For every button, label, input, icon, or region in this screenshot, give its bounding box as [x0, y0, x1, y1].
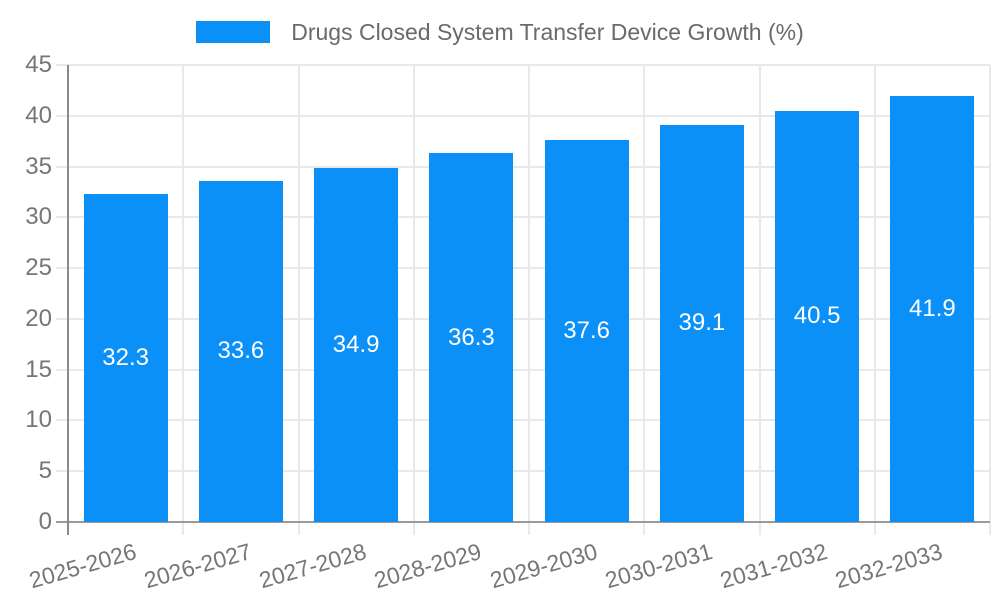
x-tick-label: 2030-2031 [602, 538, 716, 594]
x-axis-baseline [56, 521, 990, 523]
x-tick-label: 2026-2027 [141, 538, 255, 594]
y-tick-label: 25 [25, 254, 52, 282]
y-tick-label: 40 [25, 101, 52, 129]
bar-value-label: 34.9 [332, 330, 380, 358]
y-tick-label: 30 [25, 203, 52, 231]
h-gridline [56, 165, 990, 168]
x-tick-label: 2032-2033 [832, 538, 946, 594]
legend-swatch [196, 21, 271, 43]
x-tick-label: 2027-2028 [256, 538, 370, 594]
bar-value-label: 32.3 [102, 343, 149, 371]
v-gridline [297, 65, 300, 535]
bar-value-label: 40.5 [793, 302, 841, 330]
h-gridline [56, 216, 990, 219]
x-tick-label: 2029-2030 [486, 538, 600, 594]
y-tick-label: 0 [38, 508, 52, 535]
bar-value-label: 36.3 [448, 323, 495, 351]
h-gridline [56, 64, 990, 66]
v-gridline [643, 65, 646, 535]
v-gridline [528, 65, 530, 535]
y-tick-label: 15 [25, 355, 52, 383]
v-gridline [758, 65, 761, 535]
bar-value-label: 37.6 [563, 317, 610, 345]
bar [83, 193, 168, 522]
bar-value-label: 33.6 [217, 337, 265, 365]
h-gridline [56, 368, 990, 371]
v-gridline [412, 65, 415, 535]
bar [890, 96, 975, 522]
legend: Drugs Closed System Transfer Device Grow… [0, 15, 1000, 49]
v-gridline [989, 65, 991, 535]
bar [775, 110, 860, 522]
h-gridline [56, 419, 990, 422]
h-gridline [56, 317, 990, 320]
y-tick-label: 20 [25, 304, 52, 332]
v-gridline [182, 65, 185, 535]
x-tick-label: 2028-2029 [371, 538, 485, 594]
h-gridline [56, 114, 990, 117]
y-tick-label: 5 [38, 457, 52, 485]
bar-value-label: 41.9 [909, 295, 956, 323]
bar-value-label: 39.1 [678, 309, 726, 337]
bar [544, 140, 629, 522]
y-tick-label: 35 [25, 152, 52, 180]
y-tick-label: 45 [25, 51, 52, 78]
bar [659, 124, 744, 522]
bar [314, 167, 399, 522]
bar [429, 153, 514, 522]
x-tick-label: 2031-2032 [717, 538, 831, 594]
y-axis-line [67, 65, 69, 535]
h-gridline [56, 267, 990, 270]
y-tick-label: 10 [25, 406, 52, 434]
h-gridline [56, 470, 990, 473]
x-tick-label: 2025-2026 [25, 538, 139, 594]
legend-label: Drugs Closed System Transfer Device Grow… [291, 19, 804, 45]
bar [198, 180, 283, 522]
v-gridline [873, 65, 876, 535]
